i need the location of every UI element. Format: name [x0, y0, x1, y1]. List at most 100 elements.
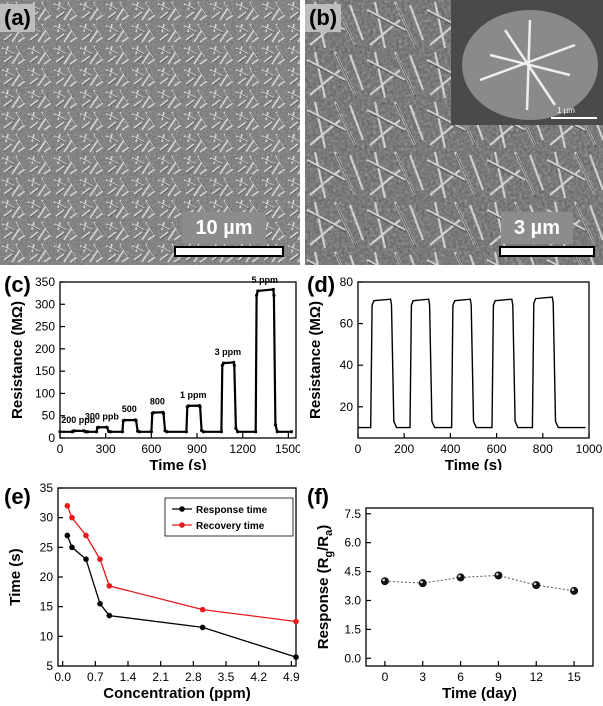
- scale-label-a: 10 µm: [182, 212, 266, 244]
- data-point: [106, 612, 113, 619]
- data-point: [494, 571, 503, 580]
- data-point: [254, 430, 258, 434]
- data-point: [97, 600, 103, 607]
- panel-label-f: (f): [307, 484, 329, 509]
- x-tick-label: 1200: [229, 442, 256, 456]
- data-point: [272, 293, 276, 297]
- y-tick-label: 1.5: [344, 622, 361, 636]
- data-point: [106, 583, 113, 589]
- y-tick-label: 250: [35, 320, 55, 334]
- data-point: [122, 418, 127, 422]
- y-axis-label: Time (s): [7, 548, 24, 605]
- pulse-label: 200 ppb: [61, 415, 96, 425]
- inset-scale-label-b: 1 µm: [557, 106, 575, 115]
- pulse-label: 800: [150, 397, 165, 407]
- legend-box: [164, 497, 294, 537]
- data-point: [108, 430, 113, 434]
- x-tick-label: 900: [187, 442, 207, 456]
- data-point: [97, 556, 103, 562]
- series-line: [358, 296, 586, 429]
- x-axis-label: Time (s): [149, 457, 206, 470]
- x-tick-label: 6: [457, 670, 464, 684]
- pulse-label: 500: [122, 404, 137, 414]
- panel-label-b: (b): [305, 4, 342, 32]
- y-tick-label: 5: [46, 659, 53, 673]
- data-point: [380, 577, 389, 586]
- x-tick-label: 800: [533, 442, 553, 456]
- y-tick-label: 200: [35, 342, 55, 356]
- data-point: [97, 425, 101, 429]
- y-tick-label: 4.5: [344, 565, 361, 579]
- data-point: [86, 430, 90, 434]
- data-point-highlight: [382, 578, 386, 582]
- x-tick-label: 600: [487, 442, 507, 456]
- data-point-highlight: [420, 580, 423, 584]
- legend-label: Recovery time: [196, 521, 265, 532]
- data-point: [198, 405, 202, 409]
- y-tick-label: 50: [42, 409, 56, 423]
- data-point: [532, 581, 541, 590]
- data-point: [134, 419, 138, 423]
- y-tick-label: 25: [40, 540, 54, 554]
- pulse-label: 300 ppb: [85, 411, 120, 421]
- data-point: [234, 426, 238, 430]
- x-tick-label: 0: [57, 442, 64, 456]
- data-point: [289, 430, 294, 434]
- x-tick-label: 400: [440, 442, 460, 456]
- data-point-highlight: [458, 574, 461, 578]
- y-axis-label: Response (Rg/Ra): [315, 525, 335, 650]
- plot-frame: [365, 507, 594, 667]
- data-point: [199, 624, 206, 631]
- data-point: [72, 429, 76, 433]
- y-axis-label: Resistance (MΩ): [9, 301, 26, 419]
- chart-f: (f) 0 3 6 9 12 15 0.0 1.5 3.0 4.5 6.0 7.5 Time (day)…: [307, 484, 594, 702]
- data-point: [232, 360, 236, 364]
- panel-label-c: (c): [4, 272, 31, 297]
- chart-e: (e) 0.0 0.7 1.4 2.1 2.8 3.5 4.2 4.9 5 10 15 20 25 30 3…: [4, 481, 300, 702]
- pulse-label: 3 ppm: [215, 347, 242, 357]
- data-point: [64, 503, 71, 509]
- y-tick-label: 3.0: [344, 593, 361, 607]
- x-tick-label: 1000: [576, 442, 603, 456]
- x-tick-label: 0: [382, 670, 389, 684]
- x-tick-label: 0.0: [54, 670, 71, 684]
- y-tick-label: 150: [35, 364, 55, 378]
- pulse-label: 1 ppm: [180, 390, 207, 400]
- data-point: [83, 556, 89, 562]
- data-point: [58, 430, 62, 434]
- data-point: [201, 430, 206, 434]
- data-point: [161, 411, 166, 415]
- data-point: [256, 289, 260, 293]
- data-point: [94, 430, 99, 434]
- pulse-label: 5 ppm: [252, 275, 279, 285]
- plot-frame: [357, 281, 590, 439]
- data-point: [69, 514, 75, 521]
- y-tick-label: 100: [35, 386, 55, 400]
- series-line: [384, 574, 575, 592]
- x-tick-label: 2.1: [152, 670, 169, 684]
- data-point-highlight: [533, 582, 537, 586]
- y-axis-label: Resistance (MΩ): [307, 301, 324, 419]
- y-tick-label: 350: [35, 275, 55, 289]
- data-point: [221, 361, 226, 365]
- data-point: [151, 410, 156, 415]
- data-point: [149, 430, 153, 434]
- x-tick-label: 9: [495, 670, 502, 684]
- x-tick-label: 4.2: [250, 670, 267, 684]
- data-point-highlight: [571, 588, 575, 591]
- panel-label-a: (a): [0, 4, 35, 32]
- x-axis-label: Concentration (ppm): [103, 685, 251, 702]
- data-point: [186, 404, 191, 408]
- y-tick-label: 30: [40, 511, 54, 525]
- sem-texture-a: [0, 0, 300, 265]
- data-point: [184, 430, 188, 434]
- legend-label: Response time: [196, 505, 268, 516]
- x-tick-label: 4.9: [283, 670, 300, 684]
- plot-frame: [59, 281, 297, 439]
- data-point: [219, 430, 223, 434]
- data-point: [456, 573, 465, 582]
- x-tick-label: 300: [96, 442, 116, 456]
- x-tick-label: 0.7: [87, 670, 104, 684]
- data-point: [232, 363, 236, 367]
- data-point: [120, 430, 125, 434]
